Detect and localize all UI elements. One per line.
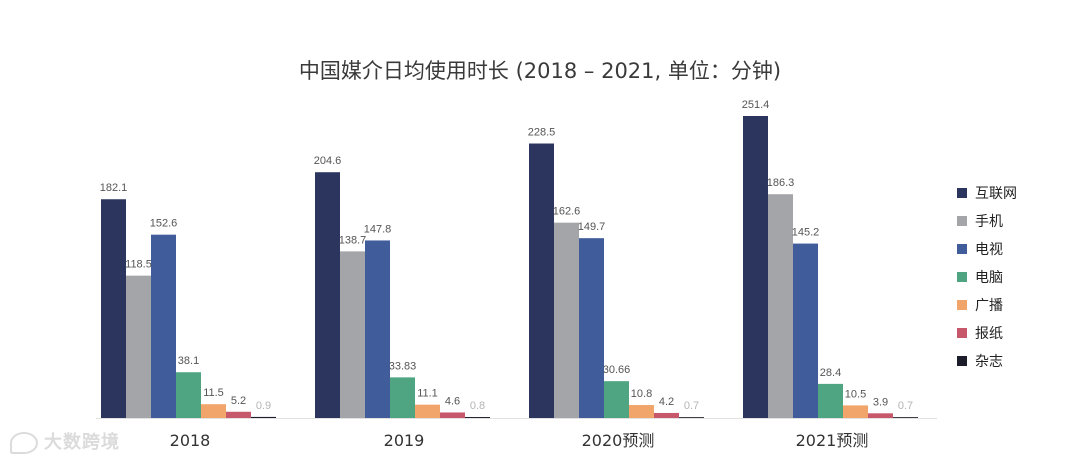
- legend-swatch-0: [957, 188, 967, 198]
- bar-1-4: [415, 404, 440, 418]
- bar-3-5: [868, 413, 893, 418]
- bar-1-3: [390, 377, 415, 418]
- watermark-logo-icon: [10, 432, 38, 454]
- category-label-1: 2019: [384, 431, 425, 450]
- data-label-2-4: 10.8: [631, 388, 652, 400]
- data-label-0-0: 182.1: [100, 182, 128, 194]
- data-label-3-5: 3.9: [873, 396, 888, 408]
- data-label-2-3: 30.66: [603, 364, 631, 376]
- watermark-text: 大数跨境: [44, 432, 120, 453]
- bar-0-0: [101, 199, 126, 418]
- category-labels-layer: 2018 2019 2020预测 2021预测: [170, 431, 869, 450]
- data-label-3-4: 10.5: [845, 388, 866, 400]
- data-label-0-1: 118.5: [125, 259, 152, 271]
- legend-label-4: 广播: [975, 298, 1003, 314]
- bar-1-2: [365, 240, 390, 418]
- data-label-0-6: 0.9: [256, 400, 271, 412]
- data-label-0-3: 38.1: [178, 355, 199, 367]
- watermark: 大数跨境: [10, 428, 120, 454]
- bar-2-4: [629, 405, 654, 418]
- data-label-3-6: 0.7: [898, 400, 913, 412]
- category-label-2: 2020预测: [582, 431, 655, 450]
- bar-3-4: [843, 405, 868, 418]
- legend-label-3: 电脑: [975, 270, 1003, 286]
- category-label-0: 2018: [170, 431, 211, 450]
- legend-swatch-4: [957, 300, 967, 310]
- data-label-2-2: 149.7: [578, 221, 606, 233]
- bar-2-2: [579, 238, 604, 418]
- bar-2-3: [604, 381, 629, 418]
- legend-swatch-5: [957, 328, 967, 338]
- bar-0-3: [176, 372, 201, 418]
- legend-swatch-3: [957, 272, 967, 282]
- legend-label-5: 报纸: [975, 326, 1003, 342]
- data-label-1-4: 11.1: [417, 388, 438, 400]
- data-label-1-1: 138.7: [339, 234, 367, 246]
- data-label-0-2: 152.6: [150, 218, 178, 230]
- data-label-1-2: 147.8: [364, 223, 392, 235]
- data-label-3-2: 145.2: [792, 227, 820, 239]
- legend-label-0: 互联网: [975, 186, 1017, 202]
- bar-0-6: [251, 416, 276, 418]
- bar-2-0: [529, 143, 554, 418]
- bar-1-6: [465, 417, 490, 418]
- data-label-1-5: 4.6: [445, 395, 460, 407]
- legend-swatch-6: [957, 356, 967, 366]
- bar-3-2: [793, 243, 818, 418]
- bar-0-5: [226, 411, 251, 418]
- legend-label-1: 手机: [975, 214, 1003, 230]
- bar-3-1: [768, 194, 793, 418]
- data-label-3-3: 28.4: [820, 367, 841, 379]
- bar-0-2: [151, 234, 176, 418]
- legend-swatch-1: [957, 216, 967, 226]
- data-label-0-4: 11.5: [203, 387, 224, 399]
- data-label-2-0: 228.5: [528, 127, 556, 139]
- chart-title: 中国媒介日均使用时长 (2018 – 2021, 单位：分钟): [299, 59, 781, 83]
- bar-3-0: [743, 116, 768, 418]
- data-label-2-5: 4.2: [659, 396, 674, 408]
- category-label-3: 2021预测: [796, 431, 869, 450]
- data-label-0-5: 5.2: [231, 395, 246, 407]
- data-label-2-6: 0.7: [684, 400, 699, 412]
- data-label-1-3: 33.83: [389, 360, 417, 372]
- data-label-1-0: 204.6: [314, 155, 342, 167]
- legend-label-2: 电视: [975, 242, 1003, 258]
- data-label-3-1: 186.3: [767, 177, 795, 189]
- bar-3-3: [818, 383, 843, 418]
- legend-label-6: 杂志: [975, 354, 1003, 370]
- data-label-2-1: 162.6: [553, 206, 581, 218]
- data-label-3-0: 251.4: [742, 99, 770, 111]
- bar-3-6: [893, 417, 918, 418]
- bar-0-1: [126, 275, 151, 418]
- bar-0-4: [201, 404, 226, 418]
- bar-2-6: [679, 417, 704, 418]
- bar-2-5: [654, 412, 679, 418]
- bar-1-0: [315, 172, 340, 418]
- bar-1-1: [340, 251, 365, 418]
- bar-1-5: [440, 412, 465, 418]
- data-label-1-6: 0.8: [470, 400, 485, 412]
- bars-layer: [101, 116, 918, 418]
- legend-swatch-2: [957, 244, 967, 254]
- bar-2-1: [554, 222, 579, 418]
